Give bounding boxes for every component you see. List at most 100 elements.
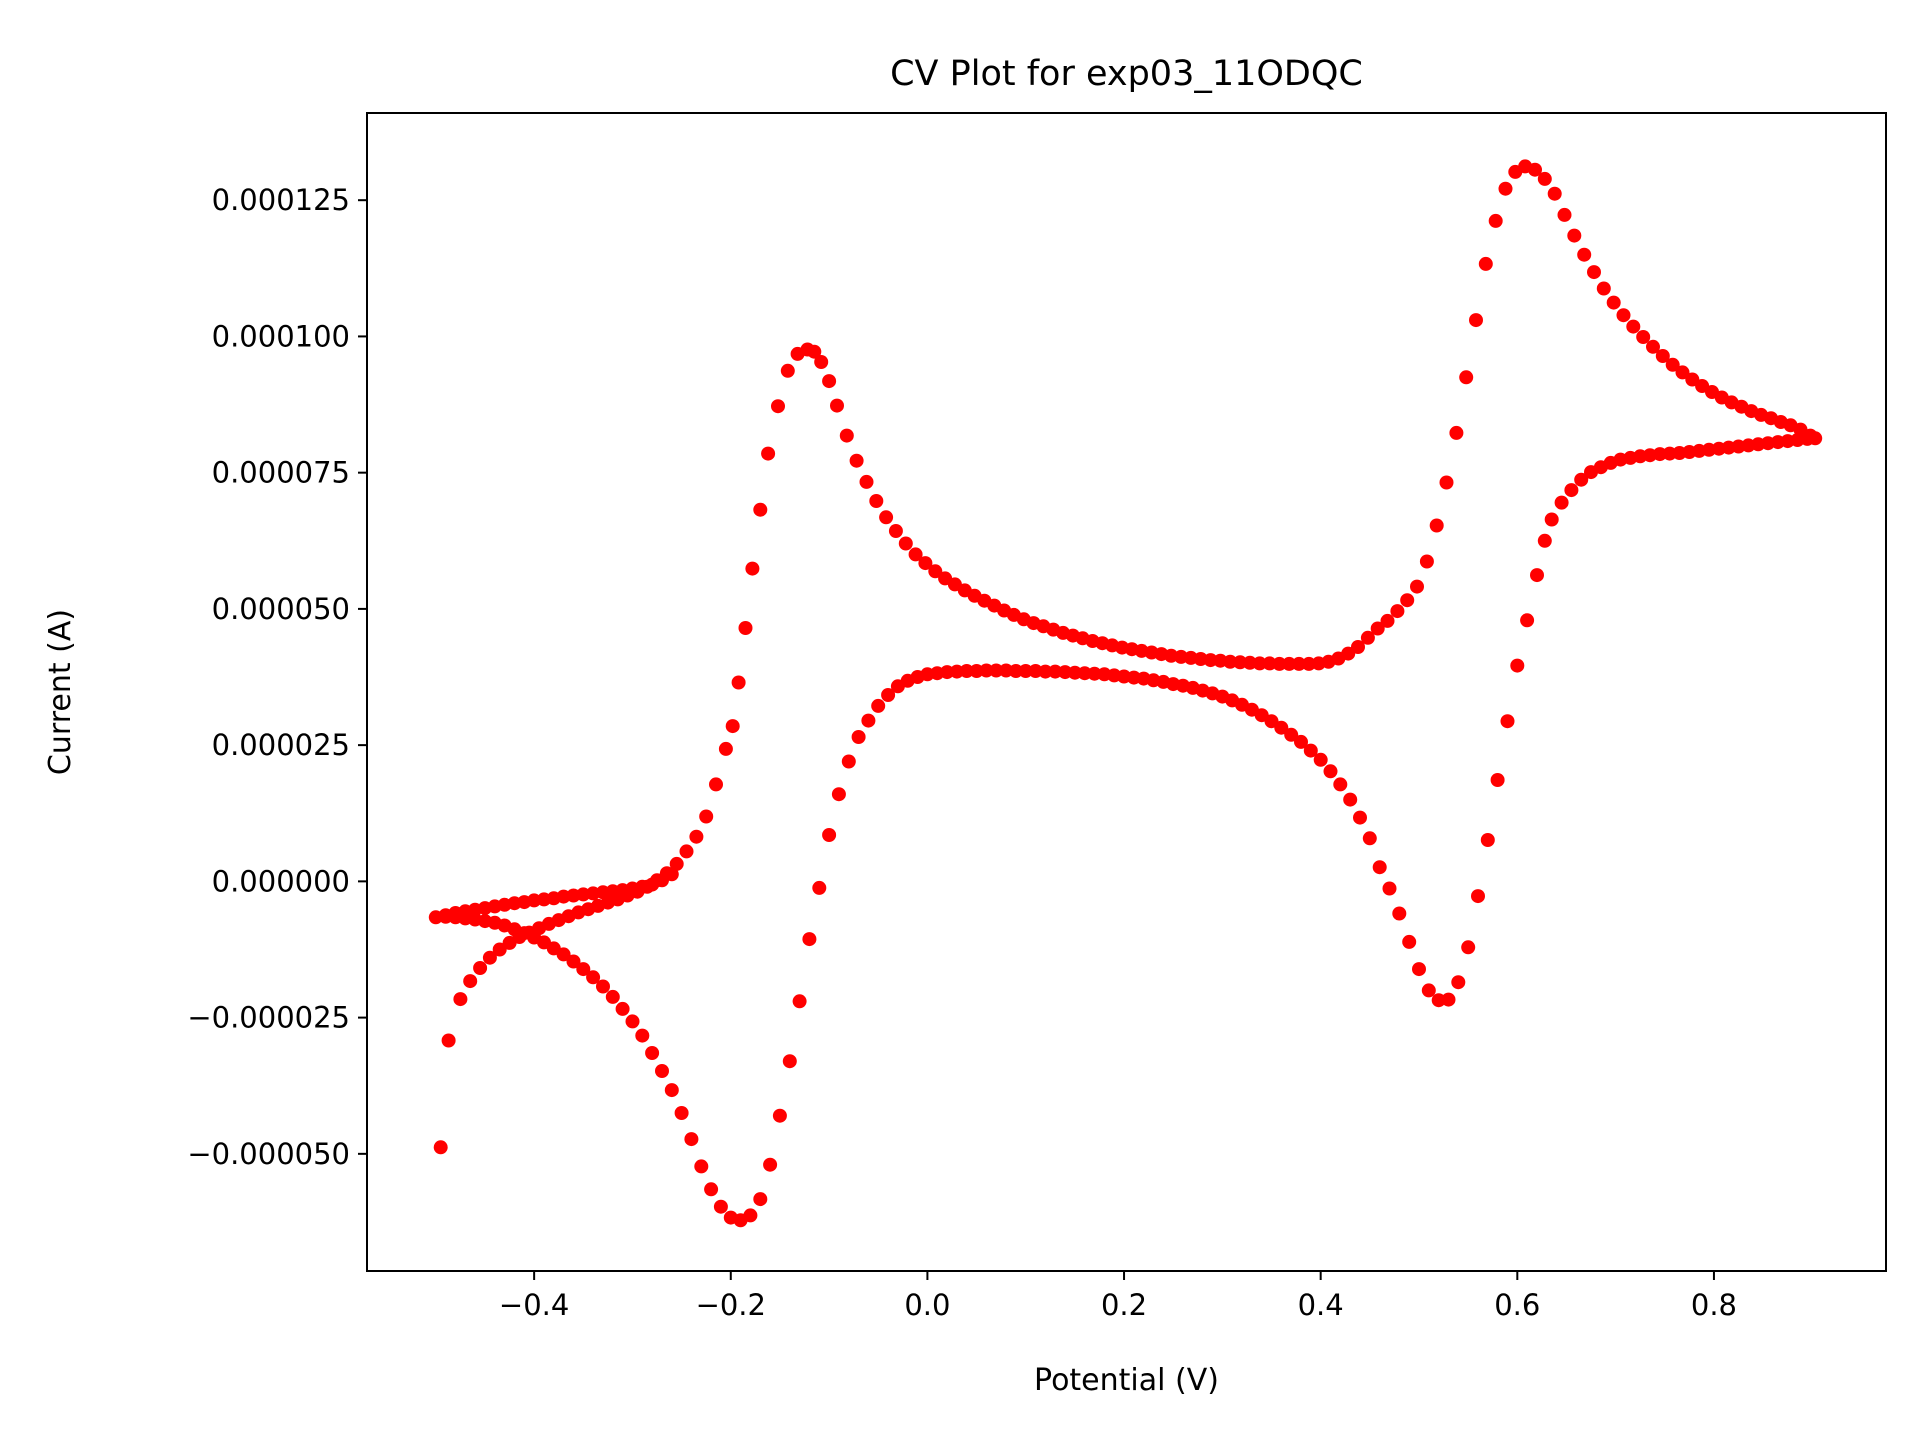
data-point-0-249 (772, 1108, 787, 1123)
data-point-0-25 (679, 844, 694, 859)
data-point-0-216 (1097, 667, 1112, 682)
data-point-0-120 (1587, 265, 1601, 280)
data-point-0-240 (861, 713, 876, 728)
data-point-0-170 (1544, 512, 1559, 527)
data-point-0-107 (1459, 370, 1474, 385)
data-point-0-51 (908, 547, 923, 562)
data-point-0-186 (1392, 906, 1407, 921)
data-point-0-229 (969, 664, 984, 678)
data-point-0-244 (822, 828, 837, 842)
x-tick-label: 0.2 (1101, 1288, 1147, 1322)
data-point-0-193 (1323, 764, 1338, 779)
data-point-0-116 (1547, 186, 1562, 201)
data-point-0-97 (1360, 630, 1375, 645)
data-point-0-88 (1272, 656, 1287, 671)
data-point-0-32 (738, 621, 753, 635)
data-point-0-174 (1510, 658, 1525, 673)
data-point-0-34 (753, 502, 768, 517)
data-point-0-175 (1500, 714, 1515, 729)
data-point-0-177 (1480, 833, 1495, 847)
y-tick-label: 0.000125 (212, 183, 350, 217)
data-point-0-52 (918, 556, 933, 571)
data-point-0-172 (1530, 568, 1544, 583)
data-point-0-221 (1048, 664, 1063, 679)
x-axis: −0.4 −0.2 0.0 0.2 0.4 0.6 0.8 (499, 1271, 1737, 1322)
data-point-0-121 (1596, 281, 1611, 296)
data-point-0-167 (1574, 472, 1589, 487)
data-point-0-101 (1400, 593, 1415, 608)
data-point-0-178 (1471, 889, 1485, 904)
data-point-0-254 (723, 1210, 738, 1225)
x-tick-label: 0.4 (1298, 1288, 1344, 1322)
y-tick-label: −0.000025 (187, 1001, 350, 1035)
data-point-0-27 (699, 809, 714, 824)
data-point-0-99 (1380, 613, 1395, 628)
data-point-0-40 (807, 344, 822, 359)
data-point-0-5 (482, 950, 497, 965)
data-point-0-196 (1294, 734, 1308, 749)
data-point-0-169 (1554, 495, 1569, 510)
data-point-0-100 (1390, 604, 1405, 619)
data-point-0-239 (871, 698, 886, 713)
data-point-0-180 (1451, 975, 1466, 990)
data-point-0-128 (1665, 357, 1680, 372)
data-point-0-29 (718, 741, 733, 756)
data-point-0-2 (453, 992, 468, 1007)
data-point-0-261 (655, 1064, 669, 1078)
data-point-0-195 (1303, 743, 1318, 758)
data-point-0-197 (1284, 727, 1299, 742)
data-point-0-37 (780, 363, 795, 378)
data-point-0-41 (814, 355, 829, 369)
data-point-0-49 (888, 524, 903, 538)
data-point-0-265 (615, 1001, 630, 1016)
data-point-0-188 (1372, 860, 1387, 875)
data-point-0-48 (879, 510, 894, 525)
data-point-0-127 (1655, 349, 1670, 363)
data-point-0-168 (1564, 483, 1579, 498)
data-point-0-173 (1520, 613, 1535, 628)
y-tick-label: 0.000050 (212, 592, 350, 626)
data-point-0-104 (1429, 518, 1444, 533)
data-point-0-260 (664, 1083, 679, 1098)
data-point-0-126 (1646, 339, 1660, 354)
data-point-0-269 (576, 962, 591, 977)
data-point-0-241 (851, 730, 866, 744)
data-point-0-250 (763, 1157, 778, 1172)
data-point-0-89 (1282, 656, 1297, 671)
data-point-0-30 (725, 719, 740, 734)
data-point-0-255 (713, 1199, 728, 1214)
x-tick-label: 0.6 (1494, 1288, 1540, 1322)
data-point-0-227 (989, 663, 1004, 678)
data-point-0-267 (596, 979, 610, 994)
data-point-0-103 (1419, 554, 1434, 569)
data-point-0-166 (1584, 465, 1598, 480)
data-point-0-184 (1412, 962, 1426, 977)
data-point-0-43 (830, 398, 844, 413)
data-point-0-117 (1557, 207, 1572, 222)
data-point-0-47 (869, 494, 884, 508)
data-point-0-122 (1606, 295, 1621, 310)
x-tick-label: 0.8 (1691, 1288, 1737, 1322)
data-point-0-183 (1421, 983, 1436, 998)
data-point-0-45 (849, 453, 864, 468)
data-point-0-263 (635, 1028, 650, 1043)
data-point-0-28 (709, 777, 723, 792)
data-point-0-194 (1313, 752, 1328, 767)
data-point-0-33 (745, 561, 760, 576)
data-point-0-191 (1343, 792, 1358, 807)
data-point-0-238 (881, 688, 896, 702)
data-point-0-176 (1490, 773, 1505, 787)
data-point-0-35 (761, 446, 776, 461)
data-point-0-6 (492, 942, 507, 957)
x-tick-label: −0.2 (696, 1288, 766, 1322)
data-point-0-237 (890, 679, 905, 694)
data-points-group (428, 159, 1823, 1228)
data-point-0-26 (689, 829, 704, 844)
y-tick-label: 0.000100 (212, 319, 350, 353)
data-point-0-179 (1461, 940, 1476, 955)
data-point-0-220 (1058, 665, 1073, 680)
data-point-0-105 (1439, 475, 1454, 490)
data-point-0-224 (1018, 664, 1033, 678)
